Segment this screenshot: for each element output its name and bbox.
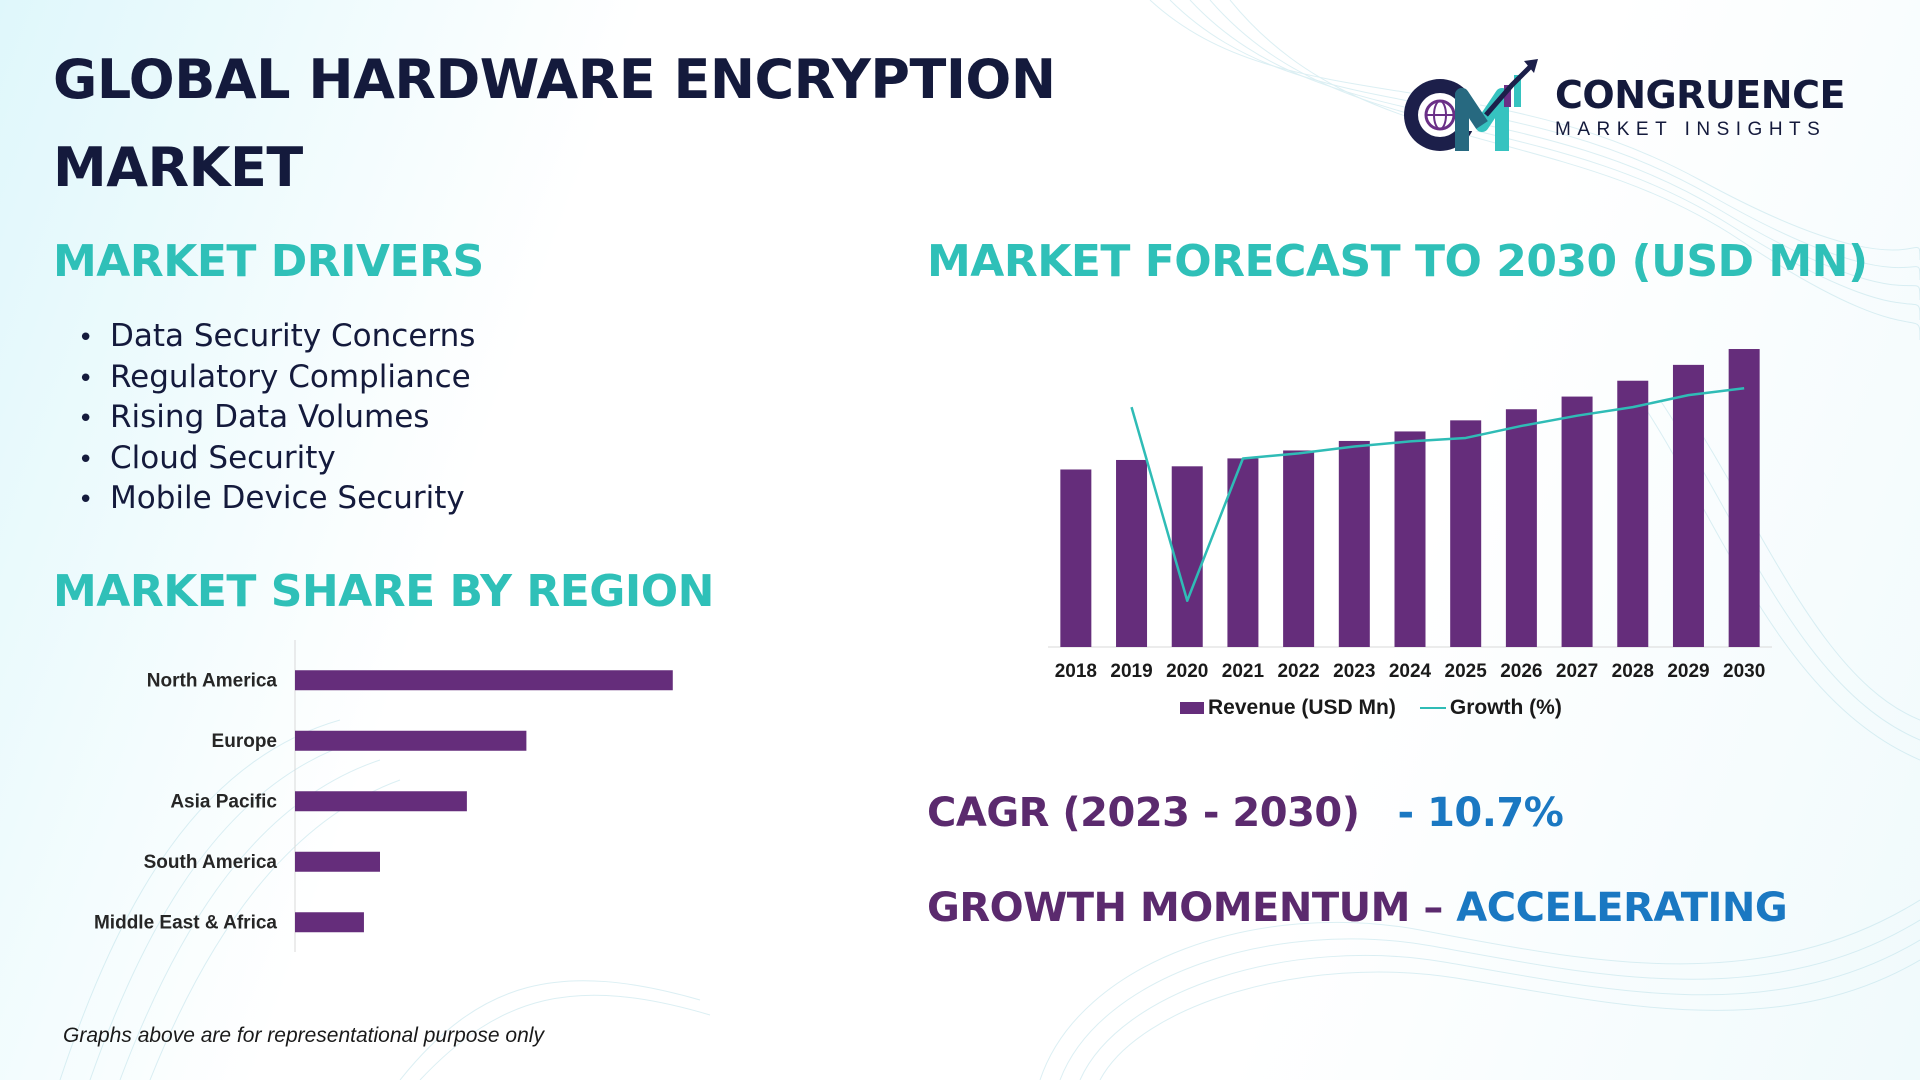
region-bar [295, 730, 527, 751]
revenue-bar [1561, 396, 1593, 647]
driver-label: Data Security Concerns [110, 318, 476, 354]
cagr-value: - 10.7% [1397, 790, 1564, 836]
forecast-chart: 2018 2019 2020 2021 2022 2023 2024 2025 2026 2027… [1048, 349, 1772, 682]
region-bar [295, 912, 364, 933]
region-share-chart: North America Europe Asia Pacific South Ame… [94, 640, 673, 952]
legend-growth-label: Growth (%) [1449, 696, 1562, 719]
region-label: Europe [212, 731, 277, 752]
growth-momentum-kpi: GROWTH MOMENTUM – ACCELERATING [927, 885, 1788, 931]
year-tick-label: 2023 [1333, 661, 1375, 682]
region-label: Middle East & Africa [94, 912, 277, 933]
year-tick-label: 2029 [1667, 661, 1709, 682]
revenue-bar [1394, 431, 1426, 647]
logo-tagline: MARKET INSIGHTS [1555, 119, 1827, 140]
legend-growth-swatch [1419, 707, 1446, 709]
region-bar [295, 670, 673, 691]
revenue-bar [1728, 349, 1760, 647]
list-item: • Regulatory Compliance [78, 358, 475, 399]
bullet-icon: • [78, 404, 94, 434]
revenue-bar [1171, 466, 1203, 647]
revenue-bar [1505, 409, 1537, 647]
revenue-bar [1338, 440, 1370, 647]
cagr-kpi: CAGR (2023 - 2030) - 10.7% [927, 790, 1564, 836]
market-drivers-list: • Data Security Concerns • Regulatory Comp… [78, 317, 475, 520]
revenue-bar [1227, 458, 1259, 647]
list-item: • Rising Data Volumes [78, 398, 475, 439]
driver-label: Regulatory Compliance [110, 358, 471, 395]
region-label: North America [147, 670, 278, 691]
driver-label: Rising Data Volumes [110, 399, 430, 435]
region-bar [295, 851, 380, 872]
revenue-bar [1283, 450, 1315, 647]
region-bar [295, 791, 467, 812]
year-tick-label: 2027 [1556, 661, 1598, 682]
year-tick-label: 2024 [1389, 661, 1432, 682]
list-item: • Cloud Security [78, 439, 475, 480]
driver-label: Mobile Device Security [110, 480, 465, 516]
momentum-label: GROWTH MOMENTUM – [927, 885, 1443, 931]
bullet-icon: • [78, 323, 94, 353]
company-logo: CONGRUENCE MARKET INSIGHTS [1400, 55, 1870, 165]
list-item: • Mobile Device Security [78, 479, 475, 520]
revenue-bar [1060, 469, 1092, 647]
legend-revenue-label: Revenue (USD Mn) [1208, 696, 1396, 719]
legend-revenue-swatch [1180, 702, 1204, 714]
bullet-icon: • [78, 444, 94, 475]
market-drivers-heading: MARKET DRIVERS [53, 236, 484, 287]
forecast-legend: Revenue (USD Mn) Growth (%) [1180, 696, 1562, 720]
year-tick-label: 2026 [1500, 661, 1542, 682]
revenue-bar [1672, 364, 1704, 647]
revenue-bar [1116, 459, 1148, 647]
region-label: South America [144, 852, 278, 873]
year-tick-label: 2025 [1445, 661, 1488, 682]
growth-line [1130, 387, 1745, 602]
cagr-label: CAGR (2023 - 2030) [927, 790, 1360, 836]
logo-name: CONGRUENCE [1555, 73, 1845, 117]
year-tick-label: 2020 [1166, 661, 1208, 682]
year-tick-label: 2018 [1055, 661, 1097, 682]
revenue-bar [1450, 420, 1482, 647]
region-label: Asia Pacific [170, 791, 277, 812]
year-tick-label: 2019 [1110, 661, 1152, 682]
page-title: GLOBAL HARDWARE ENCRYPTION MARKET [53, 48, 1056, 199]
footnote: Graphs above are for representational pu… [63, 1024, 544, 1047]
revenue-bar [1617, 380, 1649, 647]
momentum-value: ACCELERATING [1456, 885, 1788, 931]
region-share-heading: MARKET SHARE BY REGION [53, 566, 715, 617]
year-tick-label: 2021 [1222, 661, 1265, 682]
list-item: • Data Security Concerns [78, 317, 475, 358]
year-tick-label: 2028 [1612, 661, 1654, 682]
logo-monogram-icon [1404, 59, 1538, 151]
driver-label: Cloud Security [110, 439, 336, 476]
forecast-heading: MARKET FORECAST TO 2030 (USD MN) [927, 236, 1868, 287]
year-tick-label: 2030 [1723, 661, 1765, 682]
bullet-icon: • [78, 363, 94, 394]
bullet-icon: • [78, 485, 94, 515]
year-tick-label: 2022 [1277, 661, 1319, 682]
